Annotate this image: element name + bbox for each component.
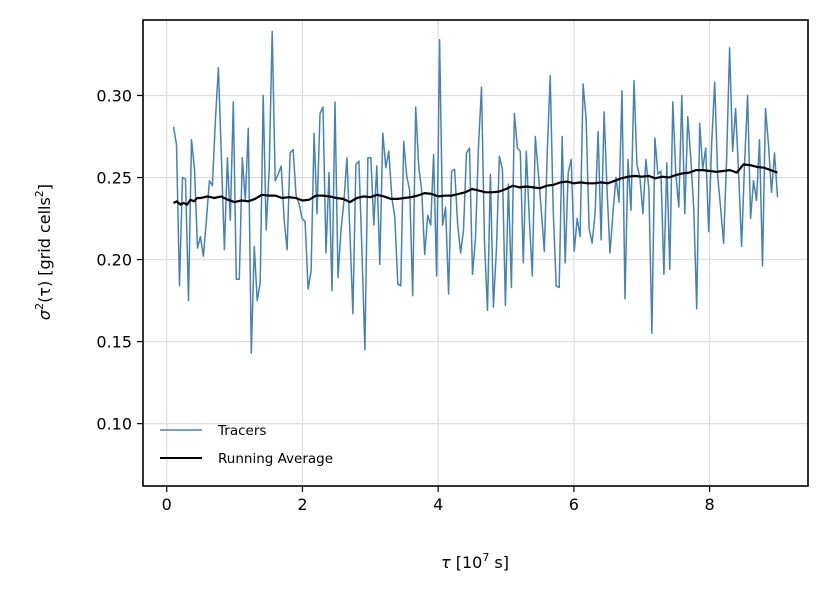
- x-tick-label: 4: [433, 495, 443, 514]
- x-tick-label: 2: [297, 495, 307, 514]
- plot-frame: [142, 19, 809, 487]
- series-running-average: [173, 163, 778, 206]
- x-tick-label: 8: [705, 495, 715, 514]
- series-tracers: [172, 30, 779, 354]
- y-tick-label: 0.30: [96, 86, 132, 105]
- tracers-line: [172, 30, 779, 354]
- y-tick-label: 0.15: [96, 333, 132, 352]
- x-tick-label: 0: [162, 495, 172, 514]
- x-axis-label: τ [107 s]: [441, 551, 509, 572]
- x-axis-ticks: 0 2 4 6 8: [162, 486, 715, 514]
- y-tick-label: 0.10: [96, 415, 132, 434]
- y-axis-label: σ2(τ) [grid cells2]: [33, 184, 54, 320]
- x-tick-label: 6: [569, 495, 579, 514]
- legend-label-tracers: Tracers: [217, 423, 266, 439]
- grid-lines: [143, 20, 808, 486]
- legend: Tracers Running Average: [160, 423, 333, 467]
- y-axis-ticks: 0.10 0.15 0.20 0.25 0.30: [96, 86, 143, 434]
- y-tick-label: 0.25: [96, 169, 132, 188]
- running-average-line: [173, 163, 778, 206]
- y-tick-label: 0.20: [96, 251, 132, 270]
- legend-label-running-average: Running Average: [218, 451, 333, 467]
